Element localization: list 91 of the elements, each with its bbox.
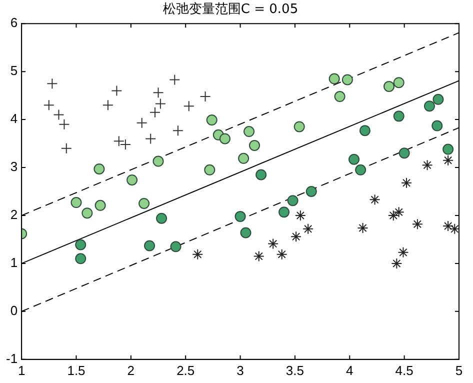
x-tick-label: 2.5 (176, 362, 195, 378)
point (348, 154, 360, 165)
point (138, 198, 150, 209)
chart-title: 松弛变量范围C = 0.05 (162, 2, 298, 18)
point (276, 248, 288, 260)
point (287, 195, 298, 206)
point (384, 80, 395, 92)
x-tick-label: 4.5 (395, 362, 414, 378)
point (94, 200, 106, 211)
point (219, 133, 230, 144)
point (412, 218, 423, 230)
point (144, 240, 156, 252)
point (156, 212, 168, 224)
point (206, 114, 218, 126)
point (170, 241, 182, 252)
point (393, 77, 404, 88)
point (432, 94, 444, 105)
point (268, 238, 279, 250)
y-tick-label: -1 (6, 350, 18, 366)
point (126, 174, 138, 186)
point (401, 177, 412, 188)
x-tick-label: 4 (346, 362, 354, 378)
point (248, 140, 260, 151)
point (53, 109, 64, 120)
point (82, 208, 93, 219)
point (111, 85, 122, 96)
point (294, 121, 305, 132)
point (154, 98, 166, 110)
point (442, 144, 454, 155)
point (294, 210, 306, 221)
point (357, 222, 368, 234)
point (256, 169, 267, 180)
point (169, 74, 180, 86)
point (102, 100, 114, 111)
point (278, 206, 290, 218)
point (393, 206, 404, 218)
point (302, 223, 314, 234)
point (398, 148, 410, 159)
point (70, 197, 82, 208)
point (359, 125, 370, 136)
y-tick-label: 1 (10, 255, 18, 270)
point (46, 78, 58, 90)
point (172, 125, 184, 136)
point (422, 160, 433, 171)
point (253, 250, 264, 262)
point (145, 133, 156, 144)
x-tick-label: 3.5 (286, 362, 304, 378)
point (449, 223, 459, 234)
y-tick-label: 3 (10, 159, 18, 174)
point (432, 120, 443, 132)
point (60, 142, 72, 154)
x-tick-label: 1.5 (67, 362, 86, 378)
point (388, 210, 399, 221)
y-tick-label: 2 (10, 207, 18, 222)
y-tick-label: 6 (10, 15, 18, 30)
point (369, 194, 380, 206)
point (136, 117, 148, 128)
point (58, 118, 70, 130)
y-tick-label: 0 (10, 303, 18, 318)
point (75, 239, 86, 250)
point (342, 74, 353, 86)
point (334, 91, 346, 102)
point (152, 156, 164, 167)
point (393, 110, 404, 122)
point (149, 106, 160, 118)
point (290, 231, 302, 242)
point (183, 100, 194, 112)
point (442, 220, 454, 232)
x-tick-label: 5 (455, 362, 463, 378)
point (238, 152, 250, 164)
point (306, 186, 317, 197)
x-tick-label: 2 (127, 362, 135, 378)
point (391, 258, 402, 269)
y-tick-label: 4 (10, 111, 18, 126)
point (152, 87, 164, 98)
point (355, 164, 366, 176)
point (200, 91, 211, 102)
y-tick-label: 5 (10, 63, 18, 78)
point (442, 154, 454, 166)
point (43, 100, 54, 111)
point (424, 100, 435, 112)
point (328, 73, 340, 84)
point (234, 210, 246, 222)
point (204, 164, 216, 176)
point (240, 227, 252, 238)
point (244, 126, 255, 138)
point (75, 253, 86, 264)
x-tick-label: 3 (236, 362, 244, 378)
point (192, 248, 204, 260)
point (398, 246, 409, 258)
point (94, 163, 105, 174)
